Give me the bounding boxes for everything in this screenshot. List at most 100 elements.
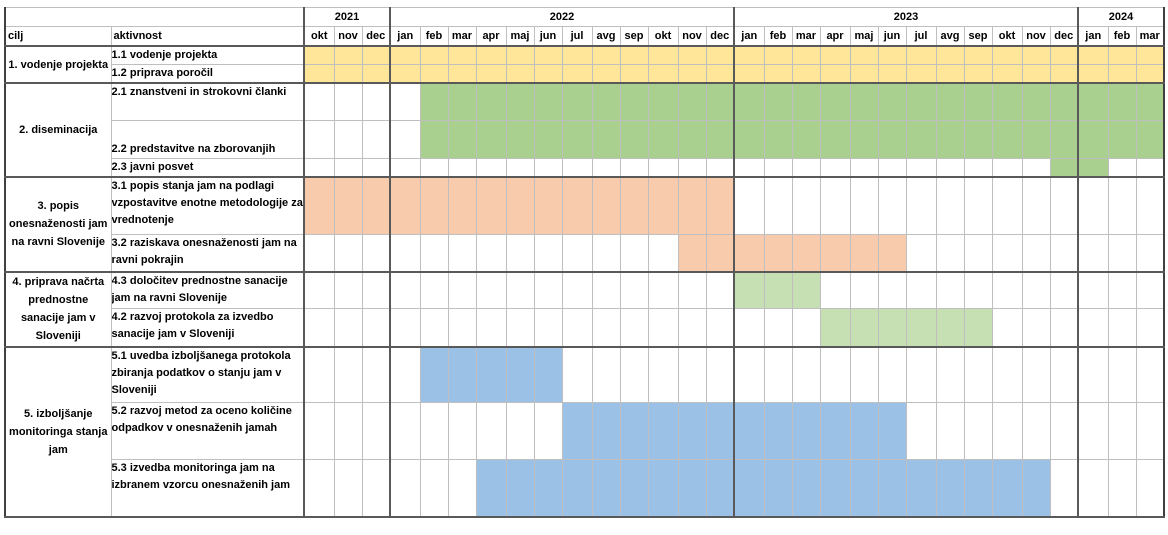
gantt-bar-cell [475,82,507,121]
gantt-bar-cell [849,119,879,159]
month-header: apr [819,26,851,47]
gantt-empty-cell [849,157,879,178]
gantt-bar-cell [591,459,621,518]
gantt-empty-cell [591,234,621,273]
gantt-bar-cell [705,459,735,518]
gantt-bar-cell [419,64,449,84]
gantt-empty-cell [677,157,707,178]
gantt-bar-cell [647,176,679,235]
gantt-empty-cell [677,346,707,403]
gantt-bar-cell [619,402,649,460]
gantt-bar-cell [361,45,391,65]
month-header: nov [333,26,363,47]
gantt-bar-cell [733,64,765,84]
gantt-empty-cell [819,157,851,178]
gantt-bar-cell [1021,45,1051,65]
gantt-empty-cell [333,82,363,121]
gantt-bar-cell [733,234,765,273]
gantt-bar-cell [935,459,965,518]
gantt-empty-cell [361,308,391,348]
gantt-bar-cell [819,119,851,159]
gantt-bar-cell [705,45,735,65]
gantt-empty-cell [849,271,879,309]
gantt-bar-cell [991,45,1023,65]
gantt-empty-cell [905,157,937,178]
gantt-empty-cell [475,157,507,178]
gantt-empty-cell [389,459,421,518]
gantt-empty-cell [1077,402,1109,460]
gantt-bar-cell [877,45,907,65]
gantt-bar-cell [361,176,391,235]
gantt-empty-cell [475,402,507,460]
activity-row: 4.2 razvoj protokola za izvedbo sanacije… [5,308,1165,348]
gantt-empty-cell [1021,402,1051,460]
gantt-empty-cell [1135,176,1165,235]
gantt-bar-cell [475,119,507,159]
gantt-empty-cell [733,157,765,178]
gantt-bar-cell [963,45,993,65]
gantt-empty-cell [533,271,563,309]
gantt-bar-cell [963,308,993,348]
gantt-empty-cell [447,402,477,460]
gantt-empty-cell [361,82,391,121]
gantt-empty-cell [877,176,907,235]
goal-label: 3. popis onesnaženosti jam na ravni Slov… [4,176,112,273]
gantt-empty-cell [963,157,993,178]
gantt-empty-cell [1077,346,1109,403]
gantt-empty-cell [705,157,735,178]
gantt-empty-cell [1049,402,1079,460]
gantt-empty-cell [763,308,793,348]
gantt-empty-cell [1049,271,1079,309]
gantt-empty-cell [647,308,679,348]
gantt-empty-cell [877,346,907,403]
gantt-empty-cell [419,459,449,518]
gantt-empty-cell [991,402,1023,460]
gantt-empty-cell [935,271,965,309]
gantt-bar-cell [505,64,535,84]
gantt-bar-cell [991,82,1023,121]
gantt-empty-cell [447,234,477,273]
gantt-empty-cell [1135,402,1165,460]
gantt-empty-cell [361,402,391,460]
gantt-empty-cell [505,157,535,178]
activity-label: 1.2 priprava poročil [110,64,305,84]
gantt-bar-cell [849,45,879,65]
gantt-empty-cell [419,402,449,460]
gantt-empty-cell [1049,308,1079,348]
gantt-empty-cell [791,176,821,235]
gantt-bar-cell [905,119,937,159]
month-header: nov [1021,26,1051,47]
gantt-bar-cell [1049,82,1079,121]
gantt-bar-cell [533,64,563,84]
gantt-empty-cell [389,119,421,159]
gantt-empty-cell [303,402,335,460]
gantt-bar-cell [389,64,421,84]
activity-row: 2. diseminacija 2.1 znanstveni in strokov… [4,82,1165,178]
gantt-bar-cell [619,45,649,65]
gantt-bar-cell [561,402,593,460]
gantt-bar-cell [905,64,937,84]
gantt-empty-cell [905,176,937,235]
gantt-bar-cell [1077,119,1109,159]
gantt-empty-cell [361,157,391,178]
gantt-bar-cell [505,459,535,518]
month-header: feb [1107,26,1137,47]
month-header: okt [991,26,1023,47]
activity-label: 3.2 raziskava onesnaženosti jam na ravni… [110,234,305,273]
gantt-empty-cell [763,176,793,235]
gantt-empty-cell [935,234,965,273]
gantt-bar-cell [647,64,679,84]
goal-label: 2. diseminacija [4,82,112,178]
gantt-bar-cell [647,82,679,121]
gantt-bar-cell [991,459,1023,518]
gantt-bar-cell [1021,459,1051,518]
gantt-empty-cell [333,119,363,159]
gantt-bar-cell [619,176,649,235]
gantt-empty-cell [333,402,363,460]
gantt-empty-cell [1077,308,1109,348]
month-header: okt [303,26,335,47]
gantt-empty-cell [505,271,535,309]
gantt-bar-cell [991,64,1023,84]
gantt-empty-cell [447,157,477,178]
gantt-bar-cell [1049,157,1079,178]
